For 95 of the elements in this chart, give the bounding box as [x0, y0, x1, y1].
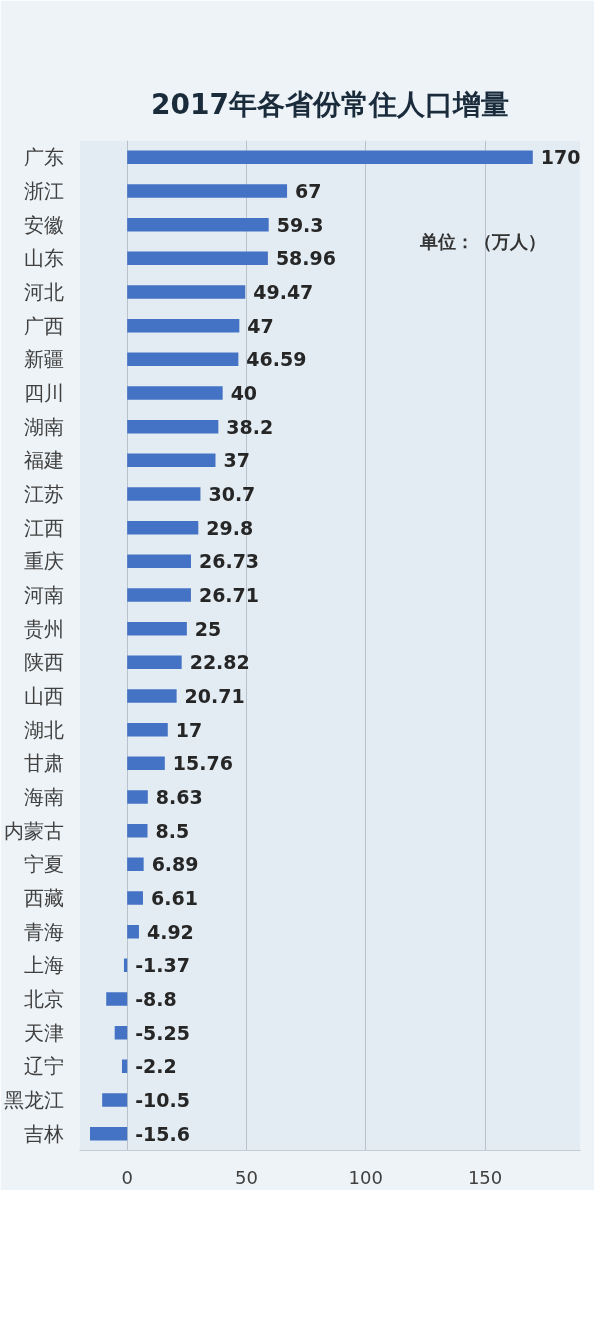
bar — [127, 419, 219, 434]
y-tick-label: 江苏 — [23, 482, 64, 506]
bar — [127, 857, 144, 872]
bar — [106, 992, 128, 1006]
bar — [127, 689, 177, 703]
data-label: 170 — [540, 146, 581, 169]
data-label: -1.37 — [135, 954, 190, 977]
bar — [127, 352, 239, 367]
data-label: 67 — [295, 180, 322, 202]
data-label: 8.5 — [155, 819, 190, 842]
data-label: 59.3 — [276, 213, 324, 236]
data-label: 47 — [247, 314, 274, 337]
y-tick-label: 辽宁 — [23, 1054, 64, 1079]
y-tick-label: 四川 — [23, 381, 64, 405]
y-tick-label: 江西 — [23, 515, 64, 540]
y-tick-label: 西藏 — [23, 886, 64, 910]
y-tick-label: 湖北 — [23, 717, 64, 742]
data-label: -15.6 — [135, 1122, 190, 1145]
y-tick-label: 河南 — [23, 583, 64, 607]
y-tick-label: 河北 — [23, 280, 64, 304]
data-label: 17 — [175, 718, 203, 741]
data-label: 49.47 — [253, 281, 314, 303]
y-tick-label: 内蒙古 — [3, 818, 64, 843]
data-label: 6.89 — [151, 853, 199, 876]
bar — [127, 487, 201, 501]
y-tick-label: 贵州 — [23, 616, 64, 641]
bar — [114, 1025, 128, 1040]
data-label: -2.2 — [135, 1055, 177, 1078]
chart-title: 2017年各省份常住人口增量 — [151, 87, 509, 121]
data-label: 8.63 — [155, 786, 203, 808]
data-label: 15.76 — [172, 752, 233, 775]
bar — [127, 655, 182, 670]
bar — [127, 554, 191, 569]
data-label: 4.92 — [146, 920, 194, 943]
data-label: 46.59 — [246, 348, 307, 371]
y-tick-label: 上海 — [23, 953, 64, 978]
y-tick-label: 广东 — [23, 145, 64, 170]
y-tick-label: 山西 — [23, 684, 64, 708]
y-tick-label: 海南 — [23, 785, 64, 809]
data-label: 37 — [223, 449, 250, 472]
annotation: 单位：（万人） — [419, 231, 547, 252]
bar — [127, 453, 216, 468]
y-tick-label: 天津 — [23, 1020, 64, 1045]
y-tick-label: 新疆 — [23, 347, 64, 372]
data-label: 20.71 — [184, 685, 245, 707]
y-tick-label: 山东 — [23, 246, 64, 271]
bar — [127, 756, 165, 771]
data-label: -8.8 — [135, 988, 177, 1010]
bar — [127, 386, 223, 400]
bar — [127, 790, 148, 804]
bar — [127, 823, 148, 838]
y-tick-label: 青海 — [23, 919, 64, 944]
y-tick-label: 广西 — [23, 313, 64, 338]
data-label: 22.82 — [189, 651, 250, 674]
bar — [127, 588, 191, 602]
bar — [127, 217, 269, 232]
x-tick-label: 0 — [121, 1166, 133, 1188]
bar — [127, 285, 246, 299]
bar — [127, 520, 199, 535]
y-tick-label: 安徽 — [23, 212, 64, 237]
data-label: 30.7 — [208, 483, 256, 505]
bar — [127, 150, 533, 165]
y-tick-label: 宁夏 — [23, 852, 64, 877]
y-tick-label: 湖南 — [23, 414, 64, 439]
data-label: 26.73 — [198, 550, 260, 573]
x-tick-label: 50 — [235, 1166, 258, 1188]
data-label: 26.71 — [198, 584, 260, 606]
y-tick-label: 甘肃 — [23, 751, 64, 776]
data-label: 38.2 — [226, 415, 274, 438]
y-tick-label: 吉林 — [23, 1121, 64, 1146]
data-label: -5.25 — [135, 1021, 190, 1044]
data-label: 25 — [194, 617, 222, 640]
data-label: 29.8 — [206, 516, 254, 539]
data-label: -10.5 — [135, 1089, 190, 1111]
data-label: 40 — [230, 382, 258, 404]
bar — [102, 1093, 128, 1107]
bar — [127, 891, 143, 905]
y-tick-label: 浙江 — [23, 179, 64, 203]
data-label: 58.96 — [275, 247, 336, 270]
y-tick-label: 陕西 — [23, 650, 64, 675]
bar — [127, 621, 187, 636]
bar — [127, 184, 288, 198]
bar — [127, 318, 240, 333]
bar — [127, 251, 268, 266]
bar — [90, 1126, 128, 1141]
x-tick-label: 100 — [348, 1166, 383, 1188]
bar — [127, 924, 139, 939]
data-label: 6.61 — [150, 887, 198, 909]
y-tick-label: 黑龙江 — [3, 1088, 64, 1112]
y-tick-label: 福建 — [23, 448, 64, 473]
y-tick-label: 北京 — [23, 987, 64, 1011]
bar — [127, 722, 168, 737]
y-tick-label: 重庆 — [23, 549, 64, 574]
bar — [121, 1059, 128, 1074]
x-tick-label: 150 — [467, 1166, 503, 1188]
